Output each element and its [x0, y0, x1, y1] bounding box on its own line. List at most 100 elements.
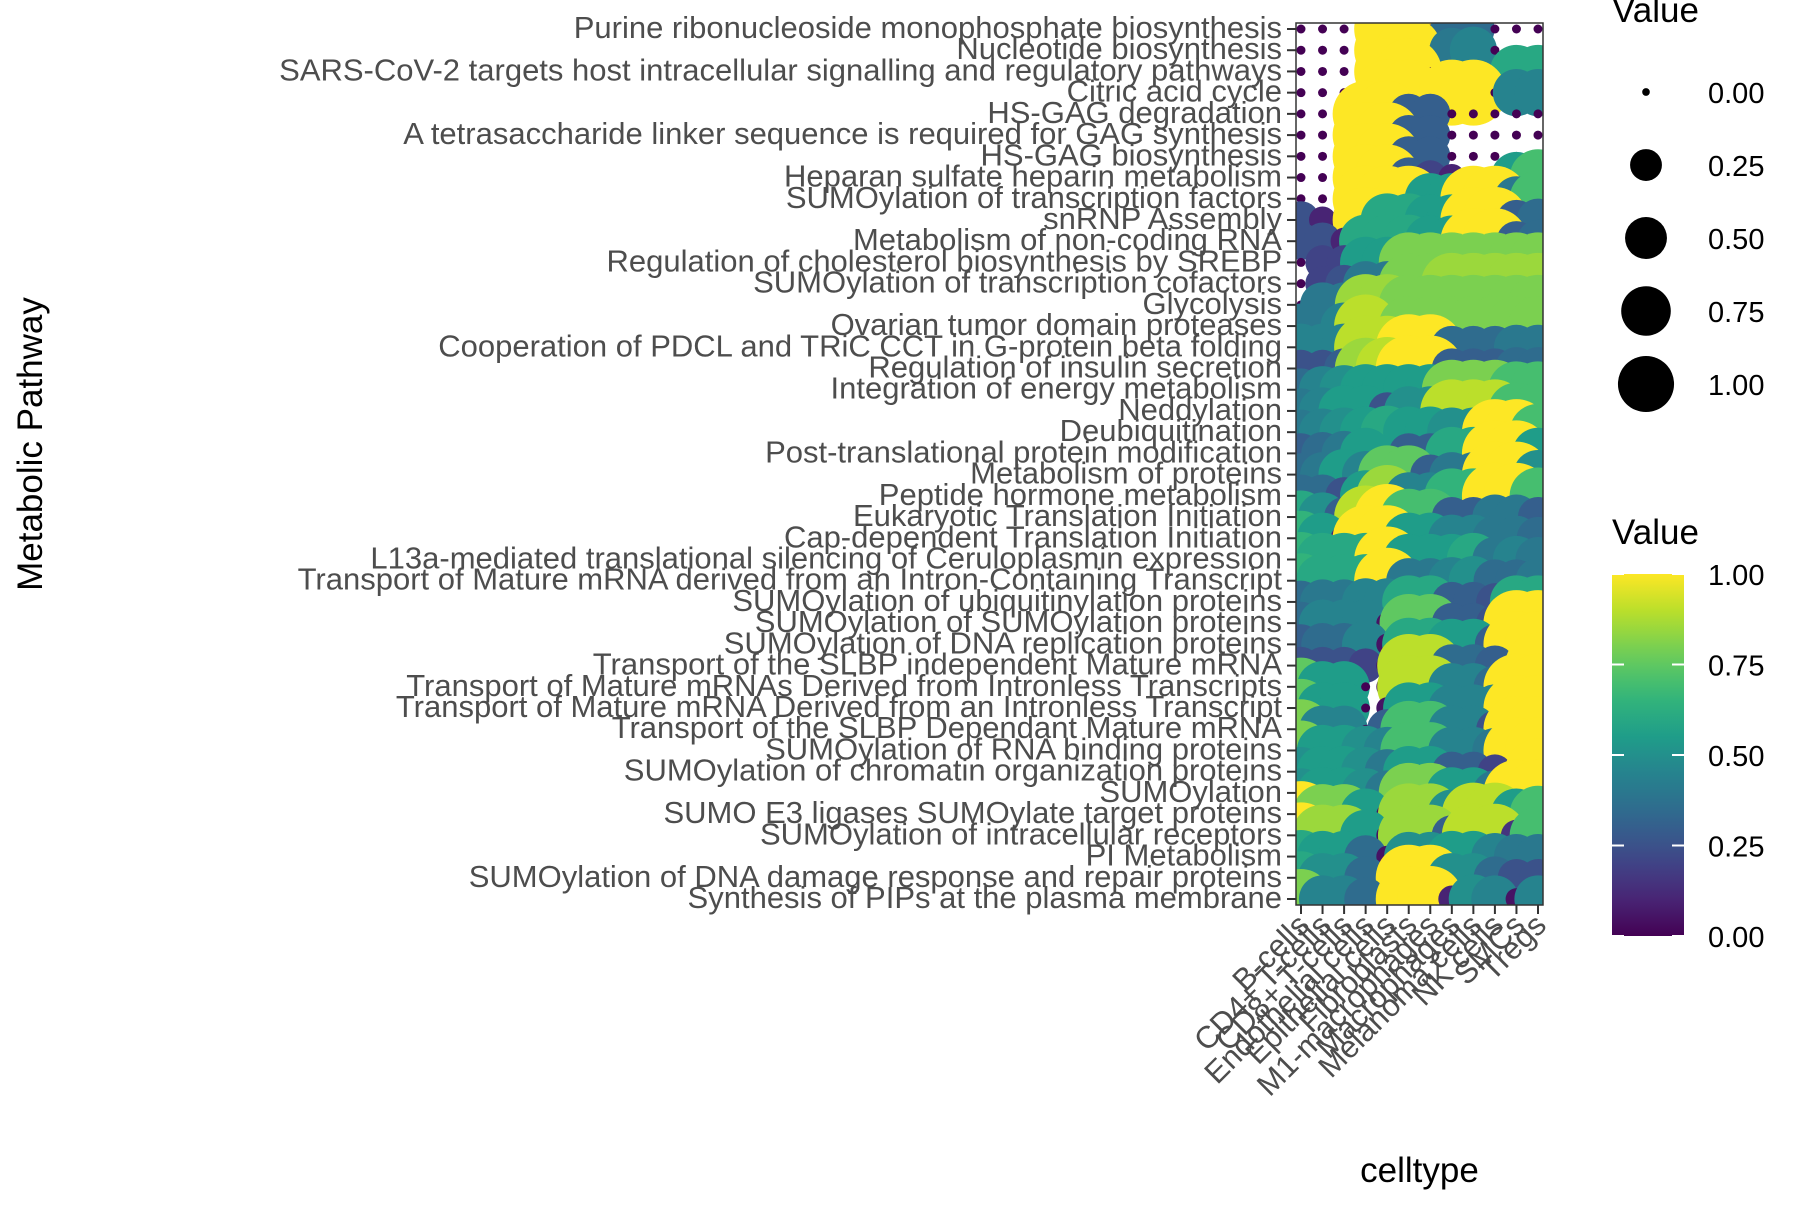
- data-point: [1318, 66, 1328, 76]
- y-tick-label: Cooperation of PDCL and TRiC CCT in G-pr…: [438, 328, 1282, 363]
- data-point: [1511, 24, 1521, 34]
- y-tick-label: SUMOylation of DNA replication proteins: [724, 625, 1282, 660]
- data-point: [1318, 194, 1328, 204]
- y-tick-label: SUMOylation: [1099, 774, 1282, 809]
- y-tick-label: SUMOylation of transcription factors: [786, 180, 1282, 215]
- y-tick-label: Transport of the SLBP independent Mature…: [593, 647, 1283, 682]
- y-tick-label: Regulation of insulin secretion: [868, 350, 1282, 385]
- data-point: [1511, 109, 1521, 119]
- size-legend-label: 0.50: [1708, 224, 1764, 256]
- size-legend-label: 0.75: [1708, 297, 1764, 329]
- data-point: [1514, 875, 1543, 905]
- colorbar-label: 0.25: [1708, 832, 1764, 864]
- y-tick-label: Deubiquitination: [1060, 413, 1282, 448]
- y-tick-label: Citric acid cycle: [1067, 74, 1282, 109]
- data-point: [1318, 151, 1328, 161]
- data-point: [1296, 24, 1306, 34]
- data-point: [1440, 59, 1507, 126]
- data-point: [1296, 151, 1306, 161]
- y-tick-label: SUMOylation of RNA binding proteins: [765, 731, 1282, 766]
- y-tick-label: Heparan sulfate heparin metabolism: [784, 159, 1282, 194]
- y-tick-label: SARS-CoV-2 targets host intracellular si…: [279, 52, 1282, 87]
- data-point: [1318, 130, 1328, 140]
- y-tick-label: Eukaryotic Translation Initiation: [853, 498, 1282, 533]
- data-point: [1490, 109, 1500, 119]
- data-point: [1447, 151, 1457, 161]
- y-tick-label: PI Metabolism: [1086, 838, 1282, 873]
- y-tick-label: Transport of Mature mRNA derived from an…: [298, 562, 1283, 597]
- size-legend-label: 0.25: [1708, 151, 1764, 183]
- panel-border: [1295, 22, 1544, 906]
- y-tick-label: Purine ribonucleoside monophosphate bios…: [574, 10, 1282, 45]
- data-points: [1296, 23, 1543, 905]
- y-tick-label: Transport of Mature mRNA Derived from an…: [396, 689, 1282, 724]
- data-point: [1296, 279, 1306, 289]
- y-tick-label: Transport of the SLBP Dependant Mature m…: [612, 710, 1283, 745]
- data-point: [1514, 69, 1543, 117]
- y-axis: Purine ribonucleoside monophosphate bios…: [279, 10, 1296, 915]
- data-point: [1296, 45, 1306, 55]
- y-tick-label: Metabolism of proteins: [970, 456, 1282, 491]
- y-tick-label: HS-GAG biosynthesis: [981, 137, 1283, 172]
- data-point: [1468, 151, 1478, 161]
- data-point: [1468, 130, 1478, 140]
- data-point: [1447, 109, 1457, 119]
- data-point: [1296, 194, 1306, 204]
- data-point: [1490, 130, 1500, 140]
- y-tick-label: Synthesis of PIPs at the plasma membrane: [688, 880, 1282, 915]
- y-tick-label: SUMO E3 ligases SUMOylate target protein…: [663, 795, 1282, 830]
- data-point: [1296, 88, 1306, 98]
- data-point: [1318, 173, 1328, 183]
- size-legend-key: [1617, 355, 1675, 413]
- color-legend-title: Value: [1612, 513, 1699, 552]
- y-tick-label: A tetrasaccharide linker sequence is req…: [403, 116, 1282, 151]
- colorbar-label: 0.75: [1708, 651, 1764, 683]
- y-tick-label: SUMOylation of DNA damage response and r…: [469, 859, 1282, 894]
- data-point: [1339, 66, 1349, 76]
- y-tick-label: SUMOylation of transcription cofactors: [753, 265, 1282, 300]
- size-legend-key: [1642, 88, 1650, 96]
- data-point: [1318, 45, 1328, 55]
- colorbar-label: 1.00: [1708, 560, 1764, 592]
- y-tick-label: Post-translational protein modification: [765, 434, 1282, 469]
- y-tick-label: L13a-mediated translational silencing of…: [370, 540, 1282, 575]
- data-point: [1447, 130, 1457, 140]
- data-point: [1296, 66, 1306, 76]
- y-tick-label: SUMOylation of ubiquitinylation proteins: [732, 583, 1282, 618]
- data-point: [1296, 130, 1306, 140]
- y-tick-label: Glycolysis: [1142, 286, 1282, 321]
- y-tick-label: Neddylation: [1118, 392, 1282, 427]
- y-tick-label: Metabolism of non-coding RNA: [853, 222, 1282, 257]
- size-legend-key: [1625, 217, 1667, 259]
- data-point: [1511, 130, 1521, 140]
- data-point: [1533, 24, 1543, 34]
- size-legend-label: 1.00: [1708, 370, 1764, 402]
- data-point: [1468, 109, 1478, 119]
- size-legend-label: 0.00: [1708, 78, 1764, 110]
- y-tick-label: Peptide hormone metabolism: [879, 477, 1282, 512]
- y-tick-label: Nucleotide biosynthesis: [956, 31, 1282, 66]
- y-tick-label: Cap-dependent Translation Initiation: [784, 519, 1282, 554]
- data-point: [1318, 88, 1328, 98]
- size-legend-key: [1630, 149, 1662, 181]
- color-legend: Value 0.00 0.25 0.50 0.75 1.00: [1612, 513, 1764, 954]
- y-tick-label: HS-GAG degradation: [987, 95, 1282, 130]
- y-tick-label: Ovarian tumor domain proteases: [831, 307, 1282, 342]
- data-point: [1318, 109, 1328, 119]
- data-point: [1318, 24, 1328, 34]
- data-point: [1296, 109, 1306, 119]
- y-tick-label: Transport of Mature mRNAs Derived from I…: [406, 668, 1282, 703]
- y-tick-label: Integration of energy metabolism: [831, 371, 1282, 406]
- y-tick-label: SUMOylation of chromatin organization pr…: [624, 753, 1282, 788]
- data-point: [1296, 173, 1306, 183]
- y-tick-label: snRNP Assembly: [1043, 201, 1282, 236]
- data-point: [1339, 24, 1349, 34]
- data-point: [1339, 45, 1349, 55]
- y-axis-title: Metabolic Pathway: [11, 297, 50, 591]
- data-point: [1361, 703, 1371, 713]
- y-tick-label: SUMOylation of SUMOylation proteins: [755, 604, 1282, 639]
- data-point: [1490, 24, 1500, 34]
